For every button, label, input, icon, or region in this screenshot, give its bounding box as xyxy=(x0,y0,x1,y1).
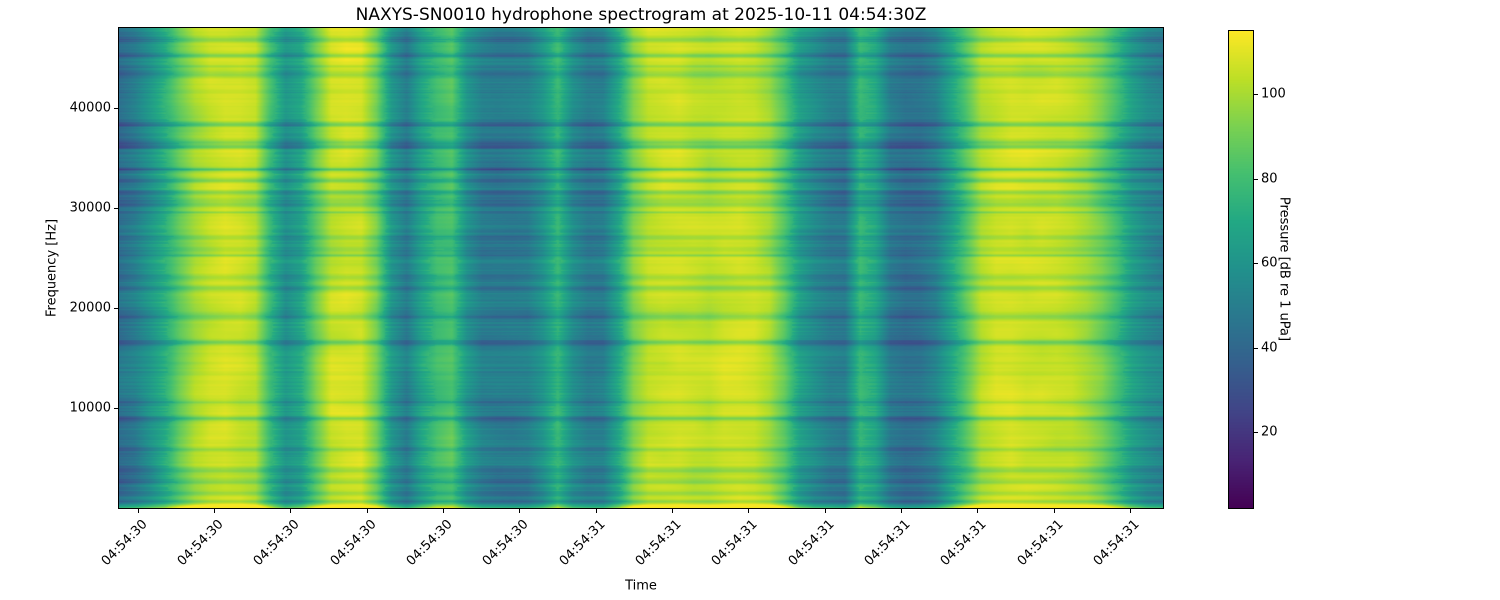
x-axis-tick xyxy=(366,509,368,513)
y-axis-tick-label: 40000 xyxy=(69,100,111,116)
spectrogram-plot-area xyxy=(118,27,1164,509)
y-axis-tick-label: 30000 xyxy=(69,200,111,216)
colorbar-tick xyxy=(1254,347,1258,349)
y-axis-tick-label: 20000 xyxy=(69,300,111,316)
x-axis-tick-label: 04:54:30 xyxy=(174,517,227,569)
x-axis-tick xyxy=(977,509,979,513)
y-axis-label: Frequency [Hz] xyxy=(44,218,60,318)
colorbar-gradient xyxy=(1229,31,1253,508)
x-axis-tick xyxy=(824,509,826,513)
colorbar-tick xyxy=(1254,94,1258,96)
x-axis-tick xyxy=(519,509,521,513)
colorbar xyxy=(1228,30,1254,509)
x-axis-tick xyxy=(1129,509,1131,513)
x-axis-tick xyxy=(672,509,673,513)
x-axis-tick xyxy=(290,509,292,513)
x-axis-tick-label: 04:54:31 xyxy=(1090,517,1143,569)
colorbar-tick-label: 20 xyxy=(1261,424,1278,440)
x-axis-tick-label: 04:54:31 xyxy=(1014,517,1067,569)
y-axis-tick xyxy=(114,408,118,409)
x-axis-tick-label: 04:54:30 xyxy=(251,517,304,569)
y-axis-tick-label: 10000 xyxy=(69,400,111,416)
colorbar-tick-label: 80 xyxy=(1261,171,1278,187)
x-axis-tick xyxy=(443,509,445,513)
spectrogram-heatmap xyxy=(119,28,1163,508)
x-axis-tick-label: 04:54:31 xyxy=(556,517,609,569)
colorbar-tick xyxy=(1254,178,1258,180)
y-axis-tick xyxy=(114,108,118,109)
colorbar-label: Pressure [dB re 1 uPa] xyxy=(1276,196,1292,342)
x-axis-tick xyxy=(900,509,902,513)
x-axis-tick-label: 04:54:31 xyxy=(937,517,990,569)
figure-title: NAXYS-SN0010 hydrophone spectrogram at 2… xyxy=(355,5,927,25)
x-axis-tick-label: 04:54:30 xyxy=(480,517,532,569)
x-axis-tick-label: 04:54:31 xyxy=(785,517,838,569)
colorbar-tick-label: 60 xyxy=(1261,255,1278,271)
x-axis-tick xyxy=(1053,509,1055,513)
x-axis-label: Time xyxy=(625,578,657,594)
colorbar-tick-label: 40 xyxy=(1261,340,1278,356)
y-axis-tick xyxy=(114,208,118,209)
x-axis-tick xyxy=(137,509,139,513)
x-axis-tick-label: 04:54:31 xyxy=(861,517,914,569)
x-axis-tick xyxy=(214,509,216,513)
colorbar-tick xyxy=(1254,263,1258,265)
x-axis-tick-label: 04:54:30 xyxy=(98,517,151,569)
x-axis-tick-label: 04:54:30 xyxy=(327,517,380,569)
x-axis-tick-label: 04:54:31 xyxy=(709,517,761,569)
y-axis-tick xyxy=(114,308,118,309)
colorbar-tick xyxy=(1254,432,1258,434)
x-axis-tick xyxy=(748,509,750,513)
x-axis-tick xyxy=(595,509,597,513)
x-axis-tick-label: 04:54:30 xyxy=(403,517,456,569)
colorbar-tick-label: 100 xyxy=(1261,86,1286,102)
